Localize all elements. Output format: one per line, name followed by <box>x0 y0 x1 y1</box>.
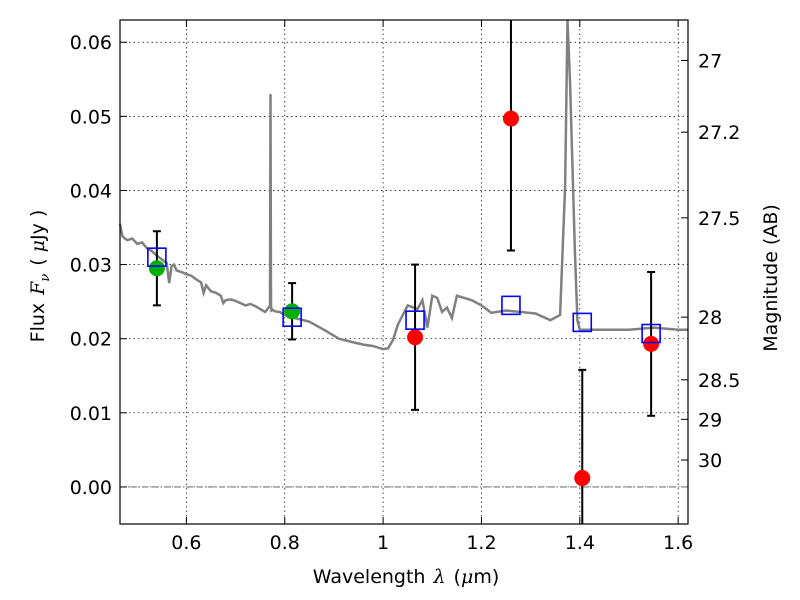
y-tick-label: 0.03 <box>70 255 112 277</box>
y2-tick-label: 27.5 <box>698 208 740 230</box>
model-sed-line <box>118 19 688 351</box>
y2-tick-label: 28 <box>698 307 722 329</box>
observed-points <box>148 110 660 487</box>
y2-tick-label: 28.5 <box>698 370 740 392</box>
x-tick-label: 1.4 <box>565 532 595 554</box>
plot-frame <box>119 19 689 525</box>
y-tick-label: 0.05 <box>70 106 112 128</box>
x-tick-label: 0.8 <box>270 532 300 554</box>
y-tick-label: 0.01 <box>70 403 112 425</box>
y-axis-ticks: 0.00 0.01 0.02 0.03 0.04 0.05 0.06 <box>70 32 127 499</box>
observed-point <box>148 260 165 277</box>
x-tick-label: 1.2 <box>466 532 496 554</box>
y2-tick-label: 27.2 <box>698 122 740 144</box>
y-tick-label: 0.00 <box>70 477 112 499</box>
x-tick-label: 1.6 <box>663 532 693 554</box>
observed-point <box>284 303 301 320</box>
model-box <box>501 295 521 316</box>
observed-point <box>502 110 519 127</box>
grid-lines <box>120 20 688 524</box>
y2-tick-label: 27 <box>698 50 722 72</box>
y-tick-label: 0.04 <box>70 180 112 202</box>
x-tick-label: 1 <box>377 532 389 554</box>
x-axis-ticks: 0.6 0.8 1 1.2 1.4 1.6 <box>171 20 693 554</box>
model-box <box>641 323 661 344</box>
x-axis-title: Wavelength λ (μm) <box>313 566 499 588</box>
observed-point <box>407 329 424 346</box>
y2-axis-title: Magnitude (AB) <box>760 204 782 352</box>
y2-axis-ticks: 27 27.2 27.5 28 28.5 29 30 <box>681 50 740 472</box>
observed-point <box>643 335 660 352</box>
y-tick-label: 0.06 <box>70 32 112 54</box>
y-tick-label: 0.02 <box>70 329 112 351</box>
x-tick-label: 0.6 <box>171 532 201 554</box>
model-box <box>572 312 593 333</box>
y2-tick-label: 29 <box>698 409 722 431</box>
y-axis-title: FluxFν(μJy ) <box>27 210 53 343</box>
y2-tick-label: 30 <box>698 450 722 472</box>
model-photometry-boxes <box>147 247 661 344</box>
model-box <box>147 247 167 267</box>
observed-point <box>574 470 591 487</box>
model-box <box>405 310 425 330</box>
model-box <box>282 307 302 328</box>
